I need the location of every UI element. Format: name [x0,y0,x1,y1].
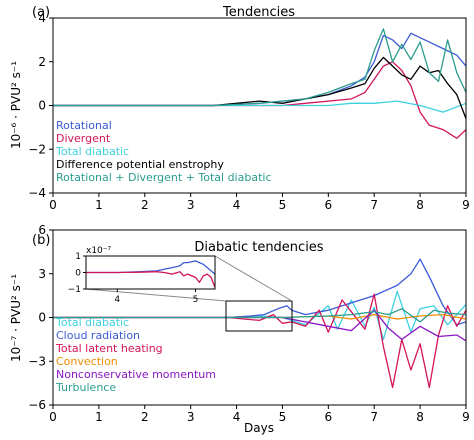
panel-a-frame [52,17,467,194]
panel-b-legend-total-diabatic: Total diabatic [55,316,129,329]
panel-a-ytick-label: 4 [38,11,46,25]
panel-b-ytick-label: −3 [28,354,46,368]
panel-a-xtick-label: 3 [187,198,195,212]
panel-a-series-rotational [53,32,467,107]
inset-ytick-label: 1 [75,252,81,262]
panel-b-xtick-label: 1 [95,410,103,424]
panel-a-xtick-label: 0 [49,198,57,212]
panel-b: (b) Diabatic tendencies 10⁻⁷ · PVU² s⁻¹ … [9,223,470,435]
panel-b-ylabel: 10⁻⁷ · PVU² s⁻¹ [9,274,23,362]
panel-a-series-rotational-divergent-total-diabatic [53,28,467,107]
panel-a-title: Tendencies [222,5,295,20]
panel-b-ytick-label: 0 [38,311,46,325]
panel-a-yticks: −4 −2 0 2 4 [28,11,53,200]
panel-a-xtick-label: 5 [279,198,287,212]
panel-b-legend-turbulence: Turbulence [55,381,116,394]
zoom-connector-right [214,255,293,302]
inset-series [86,260,216,288]
zoom-connector-left [85,288,227,302]
panel-a-label: (a) [32,5,50,20]
panel-a-xtick-label: 1 [95,198,103,212]
panel-b-xtick-label: 7 [370,410,378,424]
panel-a: (a) Tendencies 10⁻⁶ · PVU² s⁻¹ −4 −2 0 2 4 0… [9,5,470,212]
panel-a-series [53,28,467,139]
panel-b-series-turbulence [53,308,467,323]
panel-a-xtick-label: 2 [141,198,149,212]
inset-xtick-label: 4 [114,295,120,305]
panel-b-xtick-label: 0 [49,410,57,424]
panel-b-frame [52,229,467,406]
panel-b-legend-convection: Convection [56,355,118,368]
panel-a-xtick-label: 7 [370,198,378,212]
panel-a-legend-difference-potential-enstrophy: Difference potential enstrophy [56,158,224,171]
panel-a-xtick-label: 4 [233,198,241,212]
inset-ticks: −1 0 1 4 5 [68,252,199,305]
panel-b-title: Diabatic tendencies [194,240,323,255]
panel-b-ytick-label: −6 [28,398,46,412]
panel-a-legend-rotational: Rotational [56,119,112,132]
panel-a-ytick-label: 0 [38,99,46,113]
panel-a-ylabel: 10⁻⁶ · PVU² s⁻¹ [9,61,23,149]
panel-b-legend-nonconservative-momentum: Nonconservative momentum [56,368,216,381]
panel-a-legend-divergent: Divergent [56,132,111,145]
panel-a-series-divergent [53,61,467,139]
inset: −1 0 1 4 5 x10⁻⁷ [68,246,216,305]
panel-a-ytick-label: −4 [28,186,46,200]
panel-a-series-total-diabatic [53,100,467,113]
panel-a-xtick-label: 9 [462,198,470,212]
panel-b-yticks: −6 −3 0 3 6 [28,223,53,412]
panel-b-label: (b) [32,233,50,248]
panel-a-series-difference-potential-enstrophy [53,56,467,119]
inset-series-total-latent-heating [86,271,216,288]
inset-xtick-label: 5 [193,295,199,305]
zoom-box [225,300,293,332]
panel-a-xtick-label: 6 [325,198,333,212]
panel-b-xtick-label: 4 [233,410,241,424]
panel-b-xtick-label: 9 [462,410,470,424]
panel-a-xticks: 0 1 2 3 4 5 6 7 8 9 [49,193,470,212]
inset-ytick-label: −1 [68,285,81,295]
panel-b-ytick-label: 3 [38,267,46,281]
panel-b-ytick-label: 6 [38,223,46,237]
panel-b-xtick-label: 6 [325,410,333,424]
panel-a-ytick-label: 2 [38,55,46,69]
panel-b-series [53,258,467,389]
panel-a-legend-total-diabatic: Total diabatic [55,145,129,158]
panel-b-xtick-label: 3 [187,410,195,424]
panel-b-legend-cloud-radiation: Cloud radiation [56,329,140,342]
panel-b-xtick-label: 5 [279,410,287,424]
panel-a-xtick-label: 8 [416,198,424,212]
panel-b-xlabel: Days [244,421,274,435]
inset-scale-label: x10⁻⁷ [86,246,112,256]
panel-b-xticks: 0 1 2 3 4 5 6 7 8 9 [49,405,470,424]
panel-a-ytick-label: −2 [28,142,46,156]
panel-b-series-total-latent-heating [53,293,467,389]
panel-b-xtick-label: 8 [416,410,424,424]
panel-b-xtick-label: 2 [141,410,149,424]
inset-ytick-label: 0 [75,269,81,279]
panel-a-legend-rotational-divergent-total-diabatic: Rotational + Divergent + Total diabatic [56,171,272,184]
panel-b-legend-total-latent-heating: Total latent heating [55,342,163,355]
